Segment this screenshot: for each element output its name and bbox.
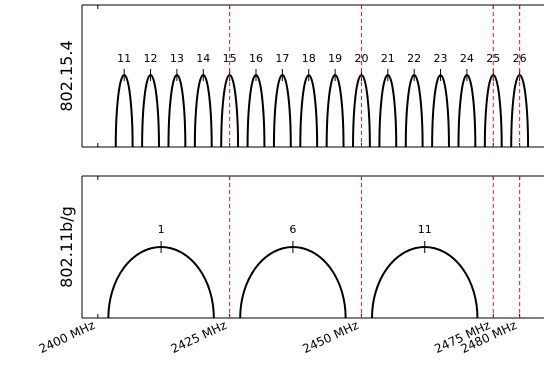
channel-curve bbox=[371, 246, 479, 319]
channel-label: 11 bbox=[418, 223, 432, 236]
channel-label: 25 bbox=[486, 52, 500, 65]
channel-curve bbox=[272, 73, 292, 148]
channel-label: 21 bbox=[381, 52, 395, 65]
x-tick-label: 2425 MHz bbox=[169, 318, 229, 356]
channel-label: 17 bbox=[275, 52, 289, 65]
y-axis-label: 802.15.4 bbox=[57, 40, 76, 111]
channel-curve bbox=[114, 73, 134, 148]
channel-curve bbox=[299, 73, 319, 148]
channel-curve bbox=[239, 246, 347, 319]
channel-label: 15 bbox=[223, 52, 237, 65]
channel-label: 18 bbox=[302, 52, 316, 65]
channel-label: 1 bbox=[158, 223, 165, 236]
x-tick-label: 2450 MHz bbox=[300, 318, 360, 356]
channel-label: 23 bbox=[434, 52, 448, 65]
channel-curve bbox=[246, 74, 266, 148]
channel-curve bbox=[325, 74, 345, 148]
channel-label: 14 bbox=[196, 52, 210, 65]
channel-label: 12 bbox=[144, 52, 158, 65]
channel-label: 26 bbox=[513, 52, 527, 65]
channel-curve bbox=[457, 74, 477, 148]
channel-curve bbox=[141, 73, 160, 148]
panel-802-15-4: 802.15.4 11 12 13 14 15 16 17 18 19 20 21 22 23 24 25 26 bbox=[57, 4, 544, 148]
channel-label: 13 bbox=[170, 52, 184, 65]
channel-label: 11 bbox=[117, 52, 131, 65]
channel-label: 22 bbox=[407, 52, 421, 65]
channel-label: 20 bbox=[354, 52, 368, 65]
channel-curve bbox=[431, 73, 450, 148]
channel-label: 24 bbox=[460, 52, 474, 65]
channel-curve bbox=[193, 73, 213, 148]
channel-curve bbox=[107, 246, 215, 319]
channel-curve bbox=[378, 73, 398, 148]
panel-802-11bg: 802.11b/g 1 6 11 bbox=[57, 175, 544, 319]
y-axis-label: 802.11b/g bbox=[57, 206, 76, 288]
channel-curve bbox=[404, 73, 424, 148]
channel-label: 16 bbox=[249, 52, 263, 65]
channel-label: 6 bbox=[289, 223, 296, 236]
x-tick-label: 2400 MHz bbox=[37, 318, 97, 356]
channel-label: 19 bbox=[328, 52, 342, 65]
channel-curve bbox=[167, 74, 187, 148]
